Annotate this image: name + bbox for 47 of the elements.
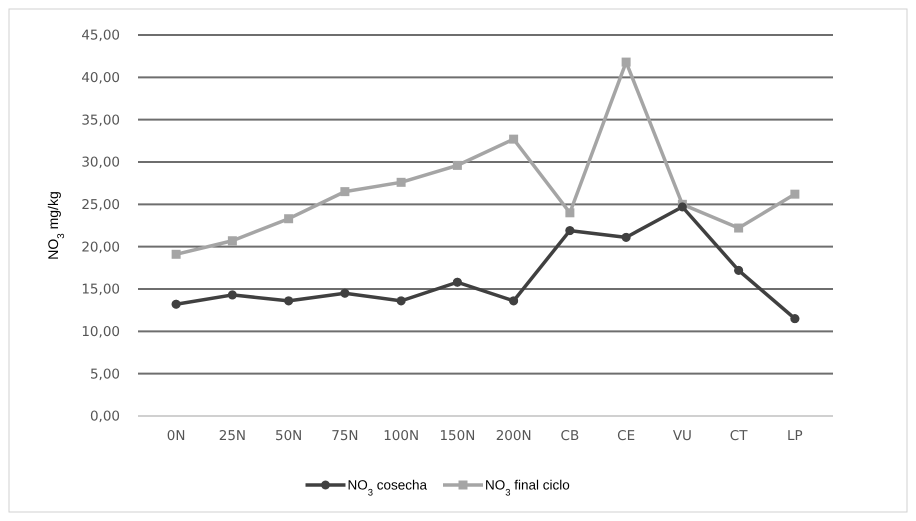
point	[509, 296, 518, 306]
point	[172, 250, 181, 259]
x-tick-label: 200N	[496, 428, 532, 444]
x-tick-label: 150N	[439, 428, 476, 444]
point	[622, 58, 631, 67]
point	[340, 187, 350, 196]
point	[565, 208, 574, 218]
point	[284, 296, 294, 306]
point	[452, 160, 462, 170]
point	[622, 232, 631, 242]
point	[284, 214, 294, 224]
point	[228, 290, 237, 300]
x-tick-label: 50N	[274, 428, 302, 444]
point	[396, 296, 406, 306]
y-tick-label: 20,00	[81, 239, 120, 256]
x-tick-label: 25N	[218, 428, 246, 444]
y-tick-label: 30,00	[81, 154, 120, 171]
point	[396, 178, 406, 187]
x-tick-label: 100N	[383, 428, 420, 444]
y-tick-label: 45,00	[81, 28, 120, 44]
legend-label: NO$_{3}$ cosecha	[348, 478, 428, 498]
point	[172, 300, 181, 309]
x-tick-label: CB	[560, 428, 580, 444]
point	[340, 288, 350, 298]
point	[734, 266, 744, 275]
legend-label: NO$_{3}$ final ciclo	[485, 478, 570, 498]
y-tick-label: 5,00	[90, 366, 120, 382]
x-tick-label: CE	[617, 428, 636, 444]
y-tick-label: 25,00	[81, 197, 120, 214]
point	[452, 278, 462, 287]
point	[565, 226, 574, 236]
y-tick-label: 40,00	[81, 70, 120, 86]
point	[509, 134, 518, 144]
y-tick-label: 15,00	[81, 282, 120, 298]
x-tick-label: 75N	[331, 428, 359, 444]
point	[678, 202, 687, 212]
point	[228, 236, 237, 246]
y-tick-label: 0,00	[90, 408, 120, 425]
x-tick-label: CT	[730, 428, 748, 444]
point	[790, 314, 800, 324]
y-tick-label: 35,00	[81, 112, 120, 128]
x-tick-label: VU	[672, 428, 692, 444]
point	[734, 224, 744, 233]
x-tick-label: 0N	[166, 428, 186, 444]
x-tick-label: LP	[787, 428, 803, 444]
y-tick-label: 10,00	[81, 324, 120, 340]
point	[790, 190, 800, 199]
